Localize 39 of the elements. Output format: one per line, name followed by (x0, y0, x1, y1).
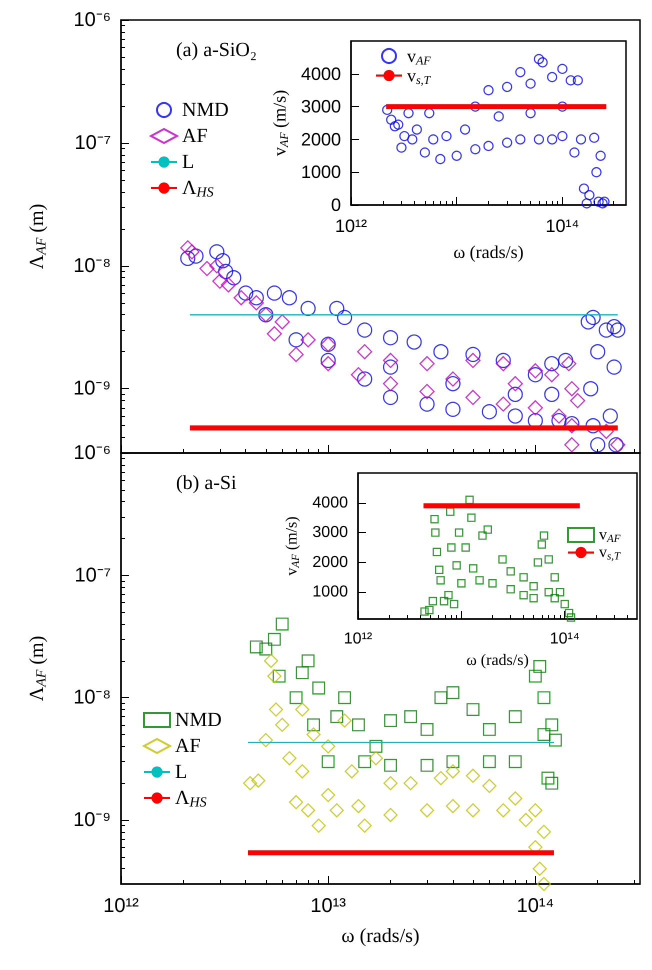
y-tick-label: 10⁻⁹ (73, 809, 111, 832)
y-axis-title: vAF (m/s) (270, 90, 292, 156)
x-axis-title: ω (rads/s) (466, 652, 529, 670)
text: (a) a-SiO₂ (176, 39, 257, 61)
legend-label: L (182, 151, 194, 173)
y-tick-label: 10⁻⁶ (74, 442, 111, 464)
legend-label: NMD (182, 99, 229, 121)
y-tick-label: 0 (330, 195, 341, 215)
y-tick-label: 10⁻⁸ (73, 254, 111, 277)
legend-label: L (175, 761, 188, 783)
x-tick-label: 10¹² (344, 630, 373, 648)
y-tick-label: 10⁻⁹ (73, 378, 111, 400)
y-tick-label: 10⁻⁷ (74, 132, 111, 154)
y-tick-label: 10⁻⁷ (74, 564, 111, 586)
y-tick-label: 4000 (300, 64, 341, 84)
y-tick-label: 1000 (312, 584, 348, 601)
legend-label: NMD (175, 709, 222, 731)
text: (b) a-Si (176, 472, 237, 494)
x-tick-label: 10¹³ (310, 895, 346, 917)
y-tick-label: 2000 (300, 129, 341, 150)
legend-label: AF (175, 735, 201, 757)
y-tick-label: 3000 (300, 96, 341, 117)
y-tick-label: 3000 (312, 524, 348, 542)
y-axis-title: ΛAF (m) (26, 204, 50, 270)
y-tick-label: 1000 (300, 162, 341, 182)
legend-label: AF (182, 125, 208, 147)
y-axis-title: ΛAF (m) (26, 636, 50, 702)
y-tick-label: 10⁻⁶ (74, 9, 111, 31)
x-axis-title: ω (rads/s) (453, 242, 524, 262)
y-axis-title: vAF (m/s) (284, 516, 302, 576)
x-tick-label: 10¹⁴ (516, 895, 554, 917)
x-tick-label: 10¹² (103, 895, 140, 917)
x-axis-title: ω (rads/s) (341, 925, 420, 947)
x-tick-label: 10¹⁴ (545, 216, 580, 236)
y-tick-label: 10⁻⁸ (73, 686, 111, 709)
x-tick-label: 10¹⁴ (550, 630, 580, 648)
y-tick-label: 4000 (312, 494, 348, 512)
y-tick-label: 2000 (312, 554, 348, 571)
x-tick-label: 10¹² (334, 216, 368, 236)
